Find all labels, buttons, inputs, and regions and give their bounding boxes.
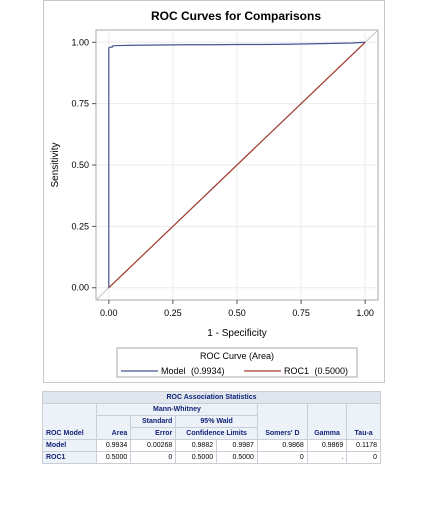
y-tick-label: 0.50 xyxy=(71,160,89,170)
header-std-error-1: Standard xyxy=(130,415,177,428)
header-somers: Somers' D xyxy=(256,403,308,440)
series-layer xyxy=(95,29,379,301)
cell-somers: 0 xyxy=(256,451,308,464)
cell-tau: 0.1178 xyxy=(346,439,381,452)
x-tick-label: 0.00 xyxy=(100,308,118,318)
table-row: ROC1 0.5000 0 0.5000 0.5000 0 . 0 xyxy=(42,451,381,464)
header-area: Area xyxy=(95,415,132,440)
cell-upper-limit: 0.9987 xyxy=(216,439,258,452)
x-axis-title: 1 - Specificity xyxy=(207,328,266,339)
cell-tau: 0 xyxy=(346,451,381,464)
y-tick-label: 0.25 xyxy=(71,221,89,231)
x-tick-label: 1.00 xyxy=(356,308,374,318)
legend-title: ROC Curve (Area) xyxy=(200,351,274,361)
grid xyxy=(96,30,378,300)
cell-gamma: 0.9869 xyxy=(306,439,348,452)
roc-chart: ROC Curves for Comparisons 0.00 0.25 0.50 0… xyxy=(50,9,379,378)
header-wald-1: 95% Wald xyxy=(175,415,258,428)
cell-lower-limit: 0.9882 xyxy=(175,439,218,452)
x-tick-label: 0.25 xyxy=(164,308,182,318)
legend-box xyxy=(116,347,358,378)
series-line-model xyxy=(108,41,366,288)
legend-roc1-value: (0.5000) xyxy=(315,366,349,376)
cell-std-error: 0.00268 xyxy=(130,439,177,452)
header-tau: Tau-a xyxy=(346,403,381,440)
row-label: Model xyxy=(42,439,97,452)
tick-layer: 0.00 0.25 0.50 0.75 1.00 0.00 0.25 0.50 0.75 1.00 xyxy=(71,37,373,318)
header-std-error-2: Error xyxy=(130,427,177,440)
header-mann-whitney: Mann-Whitney xyxy=(95,403,258,416)
header-wald-2: Confidence Limits xyxy=(175,427,258,440)
y-tick-label: 1.00 xyxy=(71,37,89,47)
y-tick-label: 0.75 xyxy=(71,99,89,109)
legend-entry-model: Model (0.9934) xyxy=(161,366,225,376)
legend-model-name: Model xyxy=(161,366,186,376)
cell-somers: 0.9868 xyxy=(256,439,308,452)
legend-model-value: (0.9934) xyxy=(191,366,225,376)
legend: ROC Curve (Area) Model (0.9934) ROC1 (0.… xyxy=(116,347,358,378)
roc-association-table: ROC Association Statistics ROC Model Man… xyxy=(42,391,381,464)
roc-chart-frame: ROC Curves for Comparisons 0.00 0.25 0.50 0… xyxy=(43,0,385,383)
row-label: ROC1 xyxy=(42,451,97,464)
x-tick-label: 0.50 xyxy=(228,308,246,318)
series-line-roc1 xyxy=(108,41,366,289)
x-tick-label: 0.75 xyxy=(292,308,310,318)
legend-entry-roc1: ROC1 (0.5000) xyxy=(284,366,348,376)
cell-area: 0.5000 xyxy=(95,451,132,464)
cell-lower-limit: 0.5000 xyxy=(175,451,218,464)
cell-area: 0.9934 xyxy=(95,439,132,452)
cell-std-error: 0 xyxy=(130,451,177,464)
header-roc-model: ROC Model xyxy=(42,403,97,440)
cell-gamma: . xyxy=(306,451,348,464)
chart-title: ROC Curves for Comparisons xyxy=(151,9,321,23)
y-axis-title: Sensitivity xyxy=(50,142,61,187)
table-row: Model 0.9934 0.00268 0.9882 0.9987 0.986… xyxy=(42,439,381,452)
table-caption: ROC Association Statistics xyxy=(42,391,381,404)
header-gamma: Gamma xyxy=(306,403,348,440)
legend-roc1-name: ROC1 xyxy=(284,366,309,376)
y-tick-label: 0.00 xyxy=(71,283,89,293)
cell-upper-limit: 0.5000 xyxy=(216,451,258,464)
